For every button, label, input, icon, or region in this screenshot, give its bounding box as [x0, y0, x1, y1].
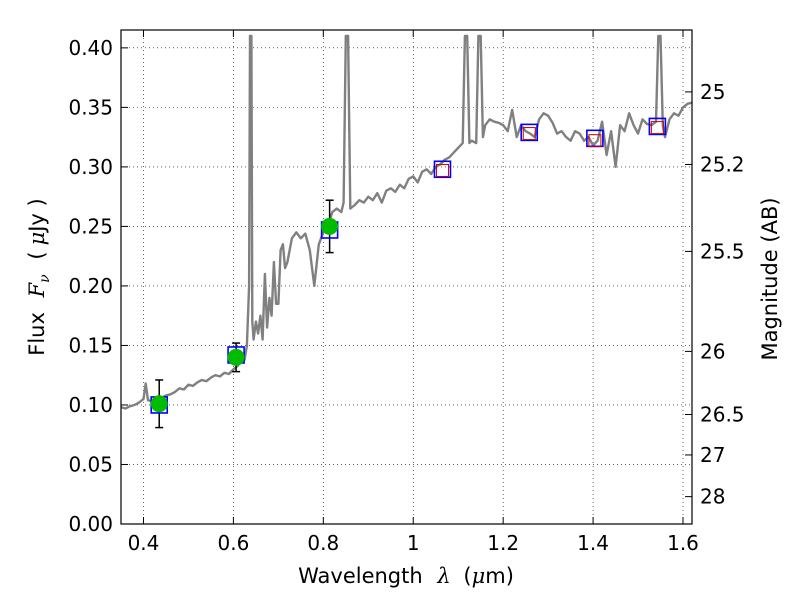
y2-tick-label: 26.5: [700, 402, 745, 426]
model-flux-square: [433, 160, 452, 179]
y2-tick-label: 28: [700, 485, 725, 509]
y2-tick-label: 27: [700, 443, 725, 467]
y-tick-label: 0.40: [68, 36, 113, 60]
upper-limit-square: [588, 134, 602, 148]
marker-layer: [150, 117, 667, 429]
y-axis-unit-open: (: [25, 251, 49, 259]
x-axis-symbol: λ: [436, 564, 450, 588]
y-tick-label: 0.00: [68, 512, 113, 536]
y-tick-label: 0.20: [68, 274, 113, 298]
y-tick-label: 0.25: [68, 214, 113, 238]
x-axis-unit-mu: μ: [472, 564, 486, 588]
y-axis-unit-mu: μ: [25, 232, 49, 246]
x-tick-label: 1.4: [577, 531, 609, 555]
y-axis-unit-rest: Jy ): [25, 198, 49, 234]
x-tick-label: 1.2: [487, 531, 519, 555]
y-tick-label: 0.05: [68, 452, 113, 476]
y2-tick-label: 25.5: [700, 239, 745, 263]
x-axis-unit-open: (: [463, 564, 471, 588]
y-axis-title: Flux Fν ( μJy ): [25, 198, 54, 355]
y-tick-label: 0.35: [68, 95, 113, 119]
y-tick-label: 0.10: [68, 393, 113, 417]
x-tick-label: 0.6: [217, 531, 249, 555]
y2-tick-label: 25: [700, 80, 725, 104]
y-axis-subscript: ν: [37, 274, 53, 283]
observed-flux-point: [227, 348, 245, 366]
x-axis-label: Wavelength: [298, 564, 423, 588]
x-tick-label: 1: [407, 531, 420, 555]
upper-limit-square: [435, 163, 449, 177]
upper-limit-square: [650, 121, 664, 135]
y-tick-label: 0.15: [68, 333, 113, 357]
plot-background: [121, 30, 692, 524]
y-tick-label: 0.30: [68, 155, 113, 179]
ticks: 0.4 0.6 0.8 1 1.2 1.4 1.6 0.00 0.05 0.10 0.15 0.20 0…: [68, 30, 745, 555]
x-axis-title: Wavelength λ (μm): [298, 564, 514, 588]
y-axis-symbol: F: [25, 281, 49, 298]
x-axis-unit-rest: m): [485, 564, 514, 588]
x-tick-label: 0.8: [307, 531, 339, 555]
y-axis-label: Flux: [25, 312, 49, 356]
model-flux-square: [520, 123, 539, 142]
observed-flux-point: [321, 217, 339, 235]
y2-axis-title: Magnitude (AB): [758, 197, 782, 360]
y2-tick-label: 26: [700, 339, 725, 363]
upper-limit-square: [522, 127, 536, 141]
observed-flux-point: [150, 395, 168, 413]
x-tick-label: 1.6: [667, 531, 699, 555]
y2-tick-label: 25.2: [700, 153, 745, 177]
model-flux-square: [648, 117, 667, 136]
x-tick-label: 0.4: [128, 531, 160, 555]
plot-frame: [120, 29, 693, 525]
